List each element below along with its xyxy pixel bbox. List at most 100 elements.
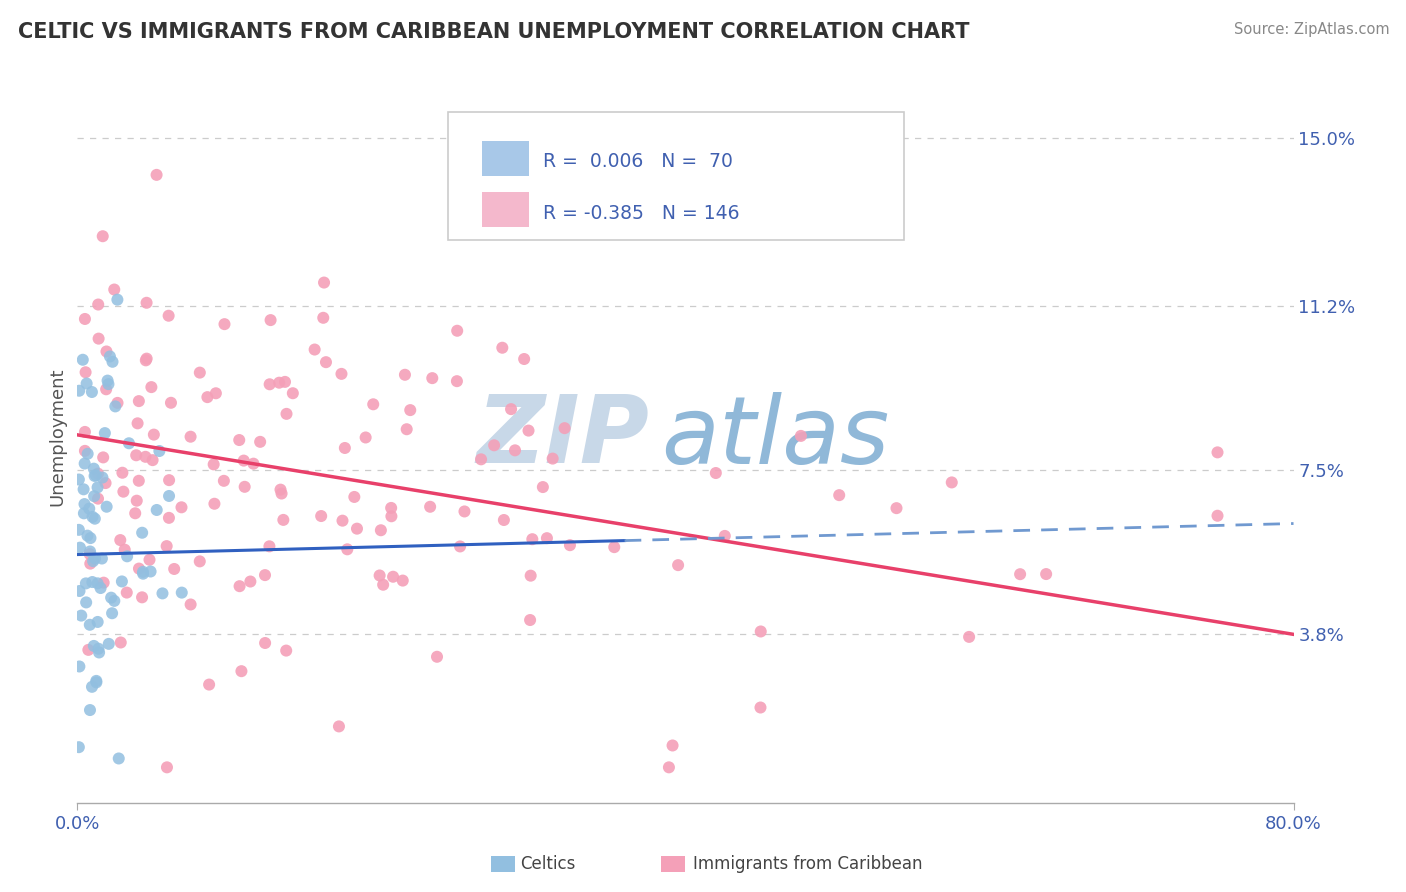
Point bbox=[82, 575, 104, 590]
Point bbox=[83, 511, 105, 525]
Point bbox=[522, 532, 544, 546]
Point bbox=[513, 351, 536, 366]
Point bbox=[67, 473, 90, 487]
Point bbox=[107, 751, 129, 765]
Point bbox=[205, 386, 228, 401]
Point bbox=[373, 578, 395, 592]
Point bbox=[492, 513, 515, 527]
Point bbox=[135, 351, 157, 366]
Point bbox=[69, 584, 91, 599]
Point bbox=[128, 394, 150, 409]
Point bbox=[470, 452, 492, 467]
Point bbox=[380, 500, 402, 515]
Point bbox=[517, 424, 540, 438]
Point bbox=[79, 557, 101, 571]
Point bbox=[67, 740, 90, 755]
Point bbox=[76, 447, 98, 461]
Point bbox=[79, 531, 101, 545]
Point bbox=[232, 453, 254, 467]
Text: Source: ZipAtlas.com: Source: ZipAtlas.com bbox=[1233, 22, 1389, 37]
Point bbox=[957, 630, 980, 644]
Point bbox=[714, 529, 737, 543]
Text: ZIP: ZIP bbox=[477, 391, 650, 483]
Point bbox=[73, 443, 96, 458]
Point bbox=[69, 541, 91, 555]
Point bbox=[380, 509, 402, 524]
Point bbox=[83, 461, 105, 475]
Point bbox=[274, 375, 297, 389]
Point bbox=[228, 433, 250, 447]
Point bbox=[391, 574, 413, 588]
Point bbox=[94, 476, 117, 491]
Point bbox=[446, 374, 468, 388]
Point bbox=[160, 396, 183, 410]
Point bbox=[91, 470, 114, 484]
Point bbox=[73, 457, 96, 471]
Point bbox=[94, 426, 117, 441]
Point bbox=[536, 531, 558, 545]
Point bbox=[276, 643, 298, 657]
Point bbox=[132, 565, 155, 579]
Point bbox=[214, 317, 236, 331]
Point bbox=[1035, 567, 1057, 582]
Point bbox=[273, 513, 295, 527]
Point bbox=[228, 579, 250, 593]
Point bbox=[315, 355, 337, 369]
Point bbox=[661, 739, 683, 753]
Point bbox=[1010, 567, 1032, 582]
Point bbox=[70, 608, 93, 623]
Point bbox=[259, 313, 281, 327]
Point bbox=[558, 538, 581, 552]
Point bbox=[110, 533, 132, 547]
Point bbox=[157, 511, 180, 525]
Point bbox=[87, 467, 110, 481]
Point bbox=[603, 540, 626, 554]
Text: Immigrants from Caribbean: Immigrants from Caribbean bbox=[693, 855, 922, 873]
Point bbox=[104, 400, 127, 414]
Point bbox=[76, 528, 98, 542]
Point bbox=[382, 570, 405, 584]
Point bbox=[84, 468, 107, 483]
Point bbox=[115, 549, 138, 564]
Point bbox=[330, 367, 353, 381]
Point bbox=[482, 438, 505, 452]
Point bbox=[124, 506, 146, 520]
Text: atlas: atlas bbox=[661, 392, 890, 483]
Point bbox=[67, 659, 90, 673]
Point bbox=[343, 490, 366, 504]
Point bbox=[111, 574, 134, 589]
Point bbox=[135, 353, 157, 368]
Point bbox=[107, 396, 129, 410]
Point bbox=[72, 352, 94, 367]
Point bbox=[197, 390, 219, 404]
Point bbox=[91, 229, 114, 244]
Point bbox=[1206, 508, 1229, 523]
Point bbox=[75, 365, 97, 379]
Point bbox=[77, 643, 100, 657]
Point bbox=[125, 448, 148, 462]
Point bbox=[749, 624, 772, 639]
Point bbox=[658, 760, 681, 774]
Point bbox=[83, 489, 105, 503]
Point bbox=[97, 377, 120, 392]
Point bbox=[141, 380, 163, 394]
Point bbox=[253, 568, 276, 582]
Point bbox=[110, 635, 132, 649]
Point bbox=[101, 355, 124, 369]
Point bbox=[127, 417, 149, 431]
Point bbox=[354, 430, 377, 444]
Point bbox=[666, 558, 689, 573]
Point bbox=[395, 422, 418, 436]
Point bbox=[259, 539, 281, 553]
Point bbox=[80, 680, 103, 694]
Point bbox=[86, 576, 108, 591]
Point bbox=[103, 594, 125, 608]
Point bbox=[77, 501, 100, 516]
Point bbox=[97, 374, 120, 388]
Point bbox=[135, 295, 157, 310]
Point bbox=[249, 434, 271, 449]
Point bbox=[115, 585, 138, 599]
Point bbox=[139, 565, 162, 579]
Point bbox=[419, 500, 441, 514]
Point bbox=[503, 443, 526, 458]
